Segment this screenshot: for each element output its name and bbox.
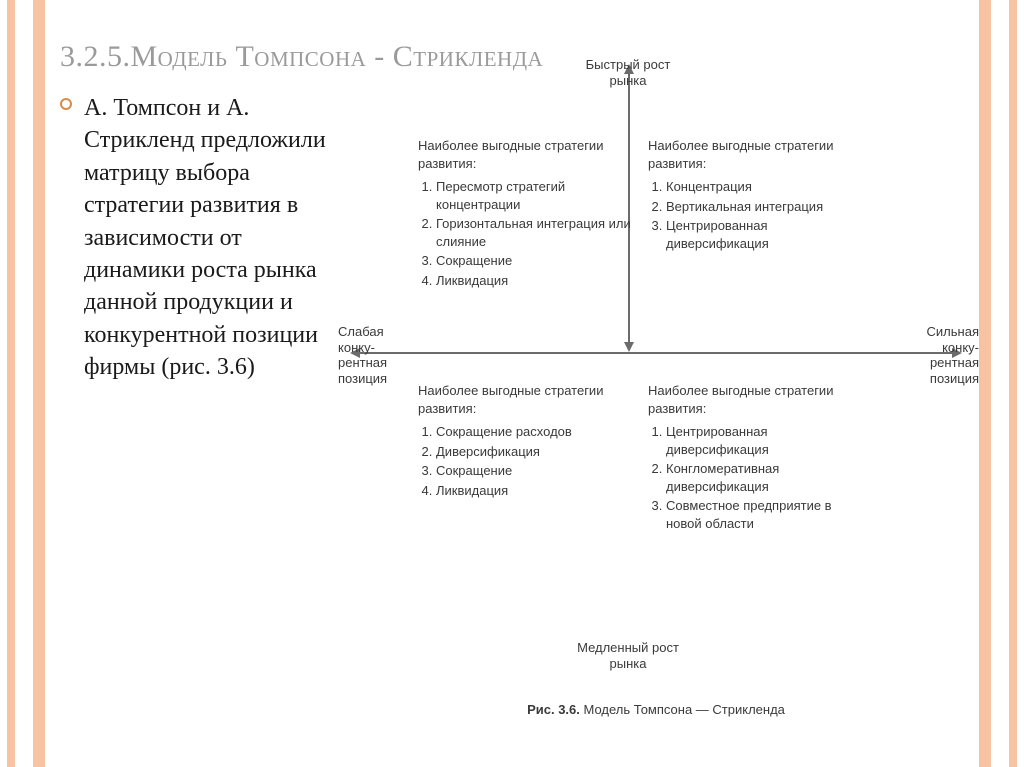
deco-bar-right-outer <box>1009 0 1017 767</box>
list-item: Конгломеративная диверсификация <box>666 460 868 495</box>
body-text: А. Томпсон и А. Стрикленд предложили мат… <box>84 92 330 384</box>
quadrant-top-right: Наиболее выгодные стратегии развития: Ко… <box>648 137 868 254</box>
quadrant-header: Наиболее выгодные стратегии развития: <box>418 137 638 172</box>
left-column: А. Томпсон и А. Стрикленд предложили мат… <box>60 92 330 384</box>
deco-bar-left-inner <box>33 0 45 767</box>
slide-title: 3.2.5.Модель Томпсона - Стрикленда <box>60 40 964 74</box>
list-item: Вертикальная интеграция <box>666 198 868 216</box>
quadrant-tr-list: Концентрация Вертикальная интеграцияЦентр… <box>648 178 868 252</box>
content-row: А. Томпсон и А. Стрикленд предложили мат… <box>60 92 964 384</box>
caption-text: Модель Томпсона — Стрикленда <box>580 702 785 717</box>
list-item: Концентрация <box>666 178 868 196</box>
axis-label-right: Сильная конку-рентная позиция <box>899 324 979 386</box>
caption-bold: Рис. 3.6. <box>527 702 580 717</box>
list-item: Диверсификация <box>436 443 638 461</box>
list-item: Совместное предприятие в новой области <box>666 497 868 532</box>
quadrant-header: Наиболее выгодные стратегии развития: <box>418 382 638 417</box>
axis-horizontal <box>358 352 954 354</box>
list-item: Пересмотр стратегий концентрации <box>436 178 638 213</box>
deco-bar-right-inner <box>979 0 991 767</box>
slide-area: 3.2.5.Модель Томпсона - Стрикленда А. То… <box>60 40 964 747</box>
quadrant-top-left: Наиболее выгодные стратегии развития: Пе… <box>418 137 638 291</box>
quadrant-tl-list: Пересмотр стратегий концентрацииГоризонт… <box>418 178 638 289</box>
list-item: Сокращение <box>436 462 638 480</box>
list-item: Сокращение <box>436 252 638 270</box>
quadrant-bottom-left: Наиболее выгодные стратегии развития: Со… <box>418 382 638 501</box>
quadrant-header: Наиболее выгодные стратегии развития: <box>648 382 868 417</box>
axis-label-top: Быстрый рост рынка <box>578 57 678 88</box>
quadrant-bl-list: Сокращение расходов ДиверсификацияСокраще… <box>418 423 638 499</box>
figure-caption: Рис. 3.6. Модель Томпсона — Стрикленда <box>348 702 964 717</box>
list-item: Центрированная диверсификация <box>666 423 868 458</box>
quadrant-bottom-right: Наиболее выгодные стратегии развития: Це… <box>648 382 868 534</box>
quadrant-header: Наиболее выгодные стратегии развития: <box>648 137 868 172</box>
bullet-icon <box>60 92 74 384</box>
list-item: Ликвидация <box>436 482 638 500</box>
deco-bar-left-outer <box>7 0 15 767</box>
diagram-area: Быстрый рост рынка Медленный рост рынка … <box>348 92 964 384</box>
list-item: Горизонтальная интеграция или слияние <box>436 215 638 250</box>
axis-label-bottom: Медленный рост рынка <box>573 640 683 671</box>
axis-label-left: Слабая конку-рентная позиция <box>338 324 418 386</box>
quadrant-br-list: Центрированная диверсификацияКонгломерат… <box>648 423 868 532</box>
list-item: Центрированная диверсификация <box>666 217 868 252</box>
list-item: Сокращение расходов <box>436 423 638 441</box>
list-item: Ликвидация <box>436 272 638 290</box>
